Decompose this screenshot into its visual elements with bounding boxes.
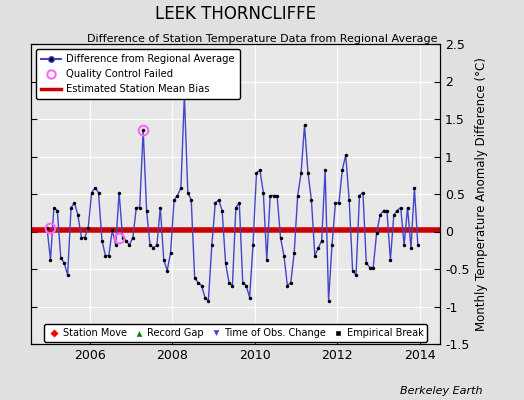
Text: Berkeley Earth: Berkeley Earth — [400, 386, 482, 396]
Y-axis label: Monthly Temperature Anomaly Difference (°C): Monthly Temperature Anomaly Difference (… — [475, 57, 488, 331]
Text: Difference of Station Temperature Data from Regional Average: Difference of Station Temperature Data f… — [87, 34, 437, 44]
Title: LEEK THORNCLIFFE: LEEK THORNCLIFFE — [155, 5, 316, 23]
Legend: Station Move, Record Gap, Time of Obs. Change, Empirical Break: Station Move, Record Gap, Time of Obs. C… — [45, 324, 427, 342]
